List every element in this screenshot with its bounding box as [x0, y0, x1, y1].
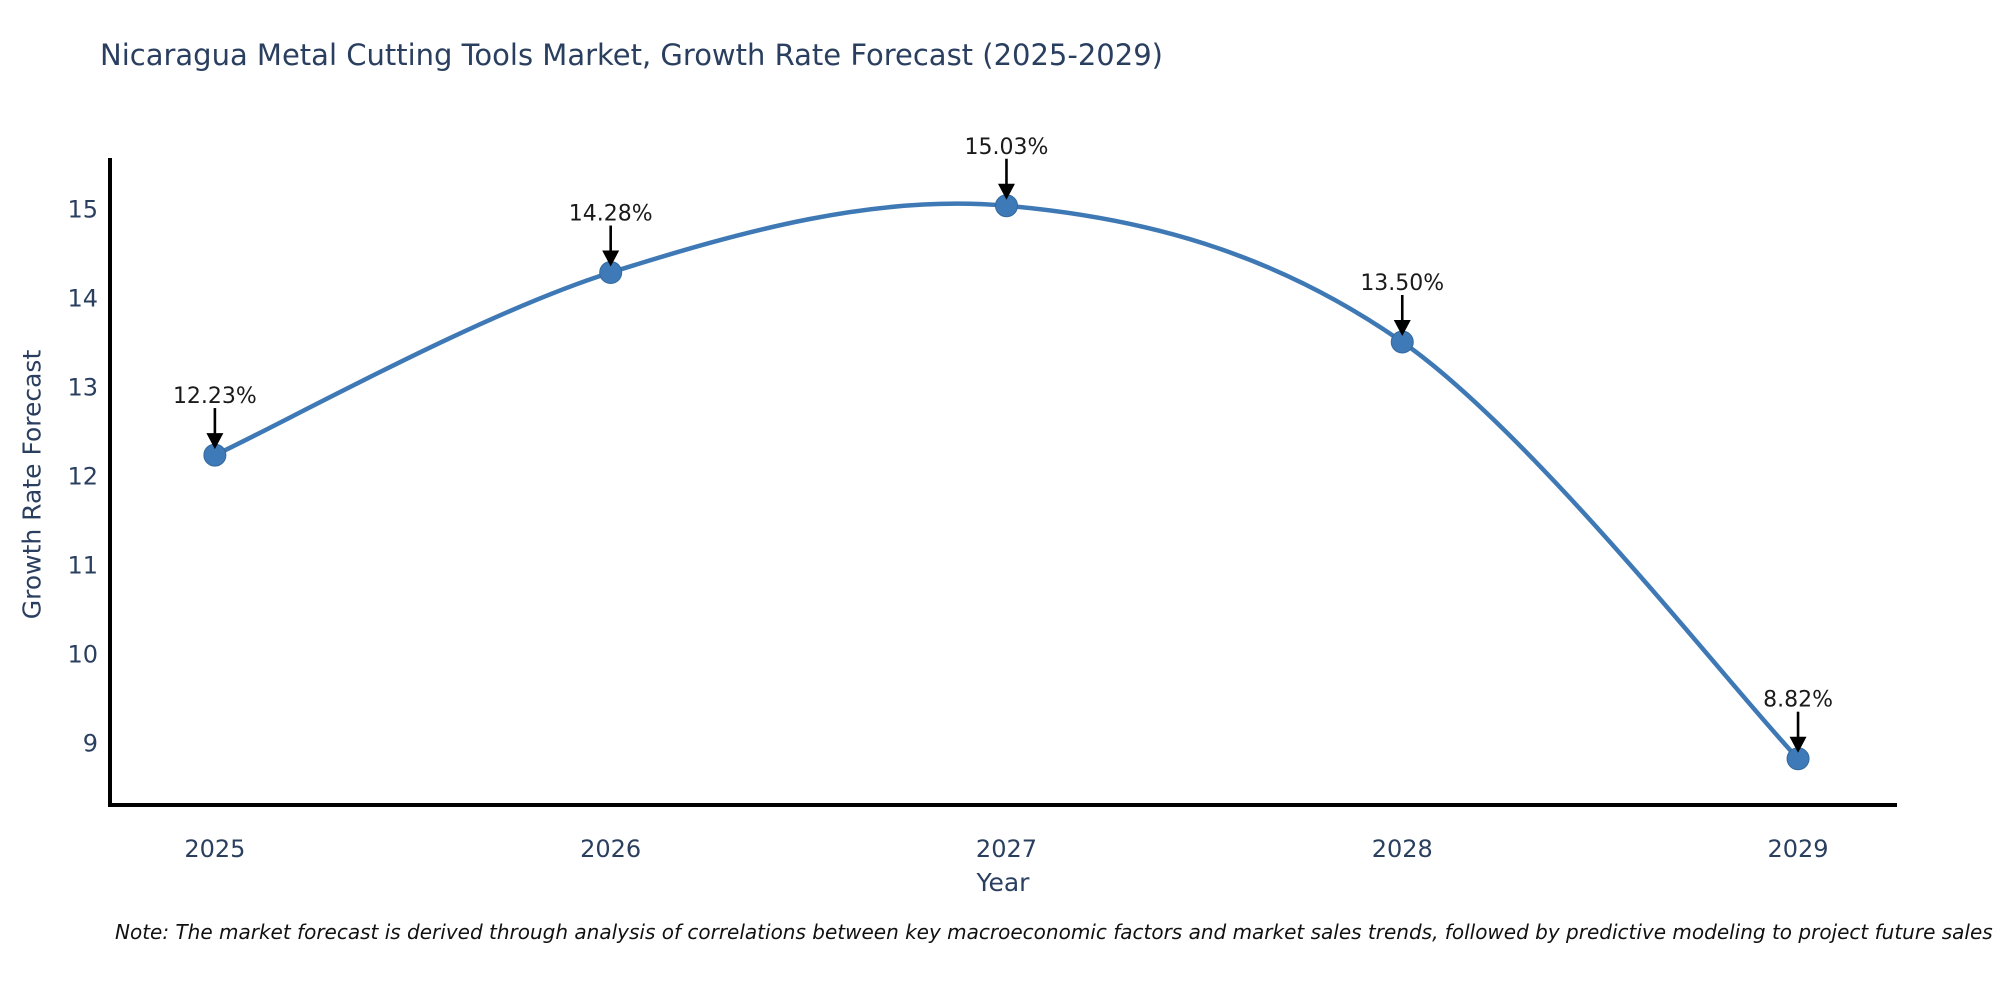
annotation-arrowhead-icon [997, 183, 1015, 200]
x-tick-label: 2027 [976, 835, 1037, 863]
annotation-arrowhead-icon [1789, 736, 1807, 753]
x-tick-label: 2029 [1768, 835, 1829, 863]
annotation-arrowhead-icon [602, 250, 620, 267]
chart-title: Nicaragua Metal Cutting Tools Market, Gr… [100, 38, 1163, 72]
point-annotation-label: 13.50% [1360, 271, 1444, 296]
point-annotation-label: 8.82% [1763, 688, 1833, 713]
point-annotation-label: 12.23% [173, 384, 257, 409]
x-tick-label: 2028 [1372, 835, 1433, 863]
footnote: Note: The market forecast is derived thr… [115, 920, 1993, 944]
y-tick-label: 10 [67, 641, 98, 669]
y-tick-label: 12 [67, 463, 98, 491]
x-tick-label: 2026 [580, 835, 641, 863]
annotation-arrowhead-icon [206, 433, 224, 450]
point-annotation-label: 15.03% [965, 135, 1049, 160]
x-tick-label: 2025 [184, 835, 245, 863]
y-tick-label: 9 [83, 730, 98, 758]
forecast-line [212, 201, 1801, 761]
y-tick-label: 14 [67, 284, 98, 312]
point-annotation-label: 14.28% [569, 202, 653, 227]
annotation-arrowhead-icon [1393, 319, 1411, 336]
x-axis-title: Year [976, 868, 1030, 897]
y-tick-label: 11 [67, 552, 98, 580]
y-tick-label: 13 [67, 374, 98, 402]
y-axis-title: Growth Rate Forecast [17, 349, 47, 620]
y-tick-label: 15 [67, 195, 98, 223]
